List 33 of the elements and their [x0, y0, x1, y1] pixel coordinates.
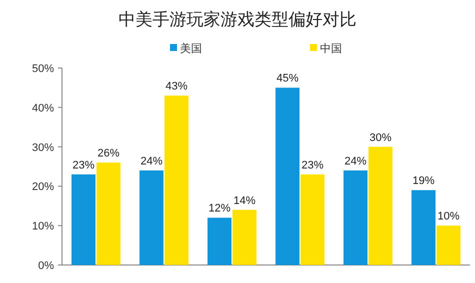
- y-tick-label: 20%: [32, 181, 54, 194]
- bar: [368, 146, 392, 265]
- y-tick-label: 10%: [32, 220, 54, 233]
- bar: [344, 170, 368, 265]
- bar: [300, 174, 324, 265]
- data-label: 24%: [140, 155, 163, 168]
- bar: [232, 210, 256, 265]
- bar: [164, 96, 188, 265]
- data-label: 10%: [437, 210, 460, 223]
- data-label: 45%: [276, 72, 299, 85]
- data-label: 12%: [208, 202, 231, 215]
- data-label: 14%: [233, 194, 256, 207]
- legend-label: 美国: [180, 42, 202, 55]
- y-tick-label: 50%: [32, 63, 54, 75]
- data-label: 23%: [301, 159, 324, 172]
- bar: [96, 162, 120, 265]
- y-tick-label: 40%: [32, 102, 54, 114]
- y-tick-label: 0%: [38, 260, 54, 272]
- y-tick-label: 30%: [32, 142, 54, 154]
- bar: [140, 170, 164, 265]
- bar: [72, 174, 96, 265]
- data-label: 23%: [72, 159, 95, 172]
- data-label: 24%: [344, 155, 367, 168]
- bar: [412, 190, 436, 265]
- data-label: 26%: [97, 148, 120, 160]
- bar: [276, 88, 300, 265]
- bar: [208, 218, 232, 265]
- data-label: 19%: [412, 175, 435, 188]
- legend-label: 中国: [320, 42, 342, 55]
- data-label: 43%: [165, 80, 188, 93]
- chart-title: 中美手游玩家游戏类型偏好对比: [118, 10, 356, 29]
- bar: [436, 226, 460, 265]
- data-label: 30%: [369, 132, 392, 144]
